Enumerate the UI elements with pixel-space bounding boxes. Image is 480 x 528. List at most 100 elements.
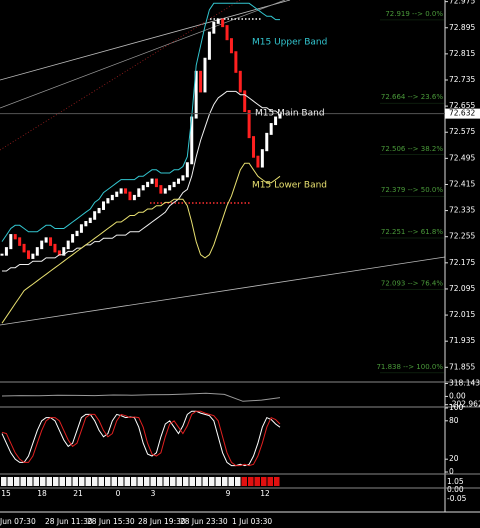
price-bar [172, 181, 176, 188]
price-bar [163, 188, 167, 194]
price-bar [53, 243, 57, 253]
session-cell [176, 477, 182, 486]
price-bar [26, 250, 30, 259]
session-cell [170, 477, 176, 486]
price-bar [252, 136, 256, 158]
session-cell [144, 477, 150, 486]
price-bar [84, 221, 88, 227]
price-bar [18, 237, 22, 246]
session-cell [79, 477, 85, 486]
y-tick-label: 0.00 [449, 391, 466, 400]
y-tick-label: 72.895 [449, 23, 475, 32]
session-cell [222, 477, 228, 486]
price-bar [194, 70, 198, 119]
hour-label: 9 [226, 489, 231, 498]
price-bar [106, 198, 110, 204]
session-cell [14, 477, 20, 486]
trend-line [0, 0, 291, 81]
y-tick-label: 71.855 [449, 362, 475, 371]
price-bar [212, 21, 216, 34]
price-bar [150, 178, 154, 184]
session-cell [235, 477, 241, 486]
session-cell [131, 477, 137, 486]
session-cell [118, 477, 124, 486]
y-tick-label: 72.815 [449, 49, 475, 58]
hour-label: 18 [37, 489, 47, 498]
price-bar [75, 230, 79, 237]
y-tick-label: 72.095 [449, 284, 475, 293]
y-tick-label: 72.975 [449, 0, 475, 6]
price-bar [71, 234, 75, 243]
y-tick-label: 72.735 [449, 75, 475, 84]
fib-label: 72.379 --> 50.0% [381, 186, 443, 194]
price-bar [203, 57, 207, 93]
price-bar [185, 162, 189, 178]
price-bar [93, 211, 97, 220]
price-bar [0, 253, 4, 256]
session-cell [274, 477, 280, 486]
session-cell [1, 477, 7, 486]
y-tick-label: 100 [449, 403, 464, 412]
session-cell [202, 477, 208, 486]
price-bar [274, 116, 278, 126]
price-bar [66, 240, 70, 250]
indicator-label: -0.05 [447, 494, 467, 503]
y-tick-label: -202.9621 [449, 400, 480, 409]
time-label: 28 Jun 23:30 [180, 517, 228, 526]
price-bar [49, 237, 53, 246]
session-cell [215, 477, 221, 486]
indicator-label: 0.00 [447, 485, 464, 494]
price-bar [181, 175, 185, 181]
time-label: 1 Jul 03:30 [232, 517, 272, 526]
price-bar [234, 51, 238, 73]
time-label: 28 Jun 11:30 [45, 517, 93, 526]
hour-label: 3 [151, 489, 156, 498]
price-bar [269, 123, 273, 135]
trend-line [0, 0, 241, 151]
session-cell [248, 477, 254, 486]
time-label: Jun 07:30 [0, 517, 36, 526]
y-tick-label: 318.1436 [449, 378, 480, 387]
session-cell [98, 477, 104, 486]
price-bar [260, 149, 264, 168]
session-cell [163, 477, 169, 486]
session-cell [66, 477, 72, 486]
session-cell [124, 477, 130, 486]
price-bar [190, 116, 194, 165]
series-line [1, 392, 281, 402]
price-bar [128, 191, 132, 201]
y-tick-label: 72.015 [449, 310, 475, 319]
fib-label: 72.664 --> 23.6% [381, 93, 443, 101]
price-bar [57, 250, 61, 256]
price-bar [229, 38, 233, 54]
fib-label: 72.506 --> 38.2% [381, 145, 443, 153]
price-bar [225, 25, 229, 41]
price-bar [110, 194, 114, 201]
last-price-box [445, 108, 480, 119]
session-cell [150, 477, 156, 486]
price-bar [199, 70, 203, 93]
price-bar [238, 70, 242, 93]
y-tick-label: 72.175 [449, 258, 475, 267]
series-line [1, 410, 281, 467]
session-cell [183, 477, 189, 486]
session-cell [137, 477, 143, 486]
price-bar [221, 18, 225, 28]
price-bar [40, 240, 44, 250]
session-cell [105, 477, 111, 486]
trend-line [0, 256, 446, 326]
y-tick-label: 80 [449, 416, 459, 425]
session-cell [7, 477, 13, 486]
series-line [1, 410, 281, 467]
price-bar [115, 191, 119, 197]
price-bar [79, 224, 83, 233]
price-bar [88, 217, 92, 224]
session-cell [40, 477, 46, 486]
fib-label: 71.838 --> 100.0% [376, 363, 443, 371]
price-bar [216, 18, 220, 24]
session-cell [189, 477, 195, 486]
y-tick-label: 72.415 [449, 179, 475, 188]
series-line [2, 90, 281, 272]
